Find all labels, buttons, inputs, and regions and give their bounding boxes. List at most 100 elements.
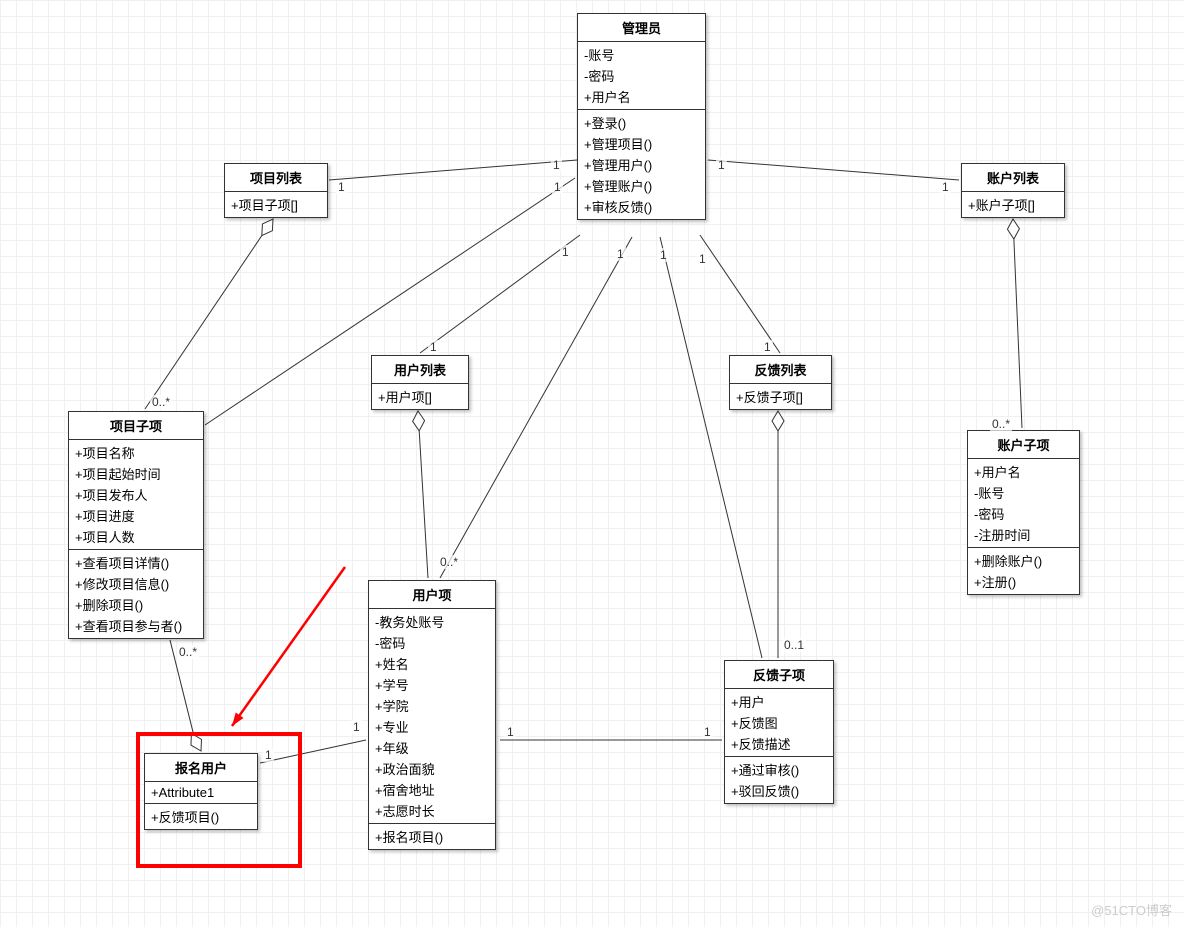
uml-attr: +反馈子项[] [736, 386, 825, 407]
uml-ops: +通过审核()+驳回反馈() [725, 757, 833, 803]
uml-op: +驳回反馈() [731, 780, 827, 801]
uml-op: +查看项目参与者() [75, 615, 197, 636]
uml-attr: +年级 [375, 737, 489, 758]
uml-ops: +报名项目() [369, 824, 495, 849]
uml-attr: -注册时间 [974, 524, 1073, 545]
uml-ops: +反馈项目() [145, 804, 257, 829]
multiplicity-label: 1 [336, 180, 347, 194]
multiplicity-label: 1 [658, 248, 669, 262]
uml-class-accountItem: 账户子项+用户名-账号-密码-注册时间+删除账户()+注册() [967, 430, 1080, 595]
uml-attr: -教务处账号 [375, 611, 489, 632]
uml-attr: +Attribute1 [151, 784, 251, 801]
uml-attr: -密码 [584, 65, 699, 86]
uml-op: +报名项目() [375, 826, 489, 847]
multiplicity-label: 0..* [438, 555, 460, 569]
uml-attr: +项目名称 [75, 442, 197, 463]
uml-class-projectItem: 项目子项+项目名称+项目起始时间+项目发布人+项目进度+项目人数+查看项目详情(… [68, 411, 204, 639]
uml-attrs: +用户名-账号-密码-注册时间 [968, 459, 1079, 548]
multiplicity-label: 1 [560, 245, 571, 259]
uml-class-title: 报名用户 [145, 754, 257, 782]
uml-op: +审核反馈() [584, 196, 699, 217]
uml-attrs: +项目名称+项目起始时间+项目发布人+项目进度+项目人数 [69, 440, 203, 550]
uml-class-admin: 管理员-账号-密码+用户名+登录()+管理项目()+管理用户()+管理账户()+… [577, 13, 706, 220]
uml-class-title: 账户子项 [968, 431, 1079, 459]
uml-class-feedbackList: 反馈列表+反馈子项[] [729, 355, 832, 410]
uml-op: +通过审核() [731, 759, 827, 780]
uml-attr: +项目发布人 [75, 484, 197, 505]
multiplicity-label: 1 [551, 158, 562, 172]
uml-attr: +用户项[] [378, 386, 462, 407]
uml-attrs: +反馈子项[] [730, 384, 831, 409]
multiplicity-label: 1 [697, 252, 708, 266]
uml-op: +管理用户() [584, 154, 699, 175]
multiplicity-label: 1 [351, 720, 362, 734]
uml-attr: +项目子项[] [231, 194, 321, 215]
uml-class-title: 用户列表 [372, 356, 468, 384]
multiplicity-label: 1 [505, 725, 516, 739]
uml-attr: +账户子项[] [968, 194, 1058, 215]
multiplicity-label: 1 [428, 340, 439, 354]
uml-attr: +用户 [731, 691, 827, 712]
uml-attr: +反馈描述 [731, 733, 827, 754]
multiplicity-label: 1 [716, 158, 727, 172]
multiplicity-label: 0..* [177, 645, 199, 659]
uml-attr: +项目起始时间 [75, 463, 197, 484]
uml-op: +管理账户() [584, 175, 699, 196]
uml-class-title: 账户列表 [962, 164, 1064, 192]
multiplicity-label: 1 [702, 725, 713, 739]
uml-class-userItem: 用户项-教务处账号-密码+姓名+学号+学院+专业+年级+政治面貌+宿舍地址+志愿… [368, 580, 496, 850]
uml-attr: -账号 [584, 44, 699, 65]
uml-class-accountList: 账户列表+账户子项[] [961, 163, 1065, 218]
uml-class-feedbackItem: 反馈子项+用户+反馈图+反馈描述+通过审核()+驳回反馈() [724, 660, 834, 804]
uml-attr: +反馈图 [731, 712, 827, 733]
uml-class-signupUser: 报名用户 +Attribute1 +反馈项目() [144, 753, 258, 830]
multiplicity-label: 1 [940, 180, 951, 194]
uml-attr: +姓名 [375, 653, 489, 674]
multiplicity-label: 1 [615, 247, 626, 261]
uml-attr: -密码 [974, 503, 1073, 524]
multiplicity-label: 1 [263, 748, 274, 762]
uml-attr: -密码 [375, 632, 489, 653]
uml-attrs: +用户+反馈图+反馈描述 [725, 689, 833, 757]
uml-op: +查看项目详情() [75, 552, 197, 573]
uml-attr: +用户名 [584, 86, 699, 107]
uml-op: +注册() [974, 571, 1073, 592]
uml-attr: +志愿时长 [375, 800, 489, 821]
uml-op: +管理项目() [584, 133, 699, 154]
multiplicity-label: 1 [762, 340, 773, 354]
uml-class-title: 项目列表 [225, 164, 327, 192]
multiplicity-label: 0..* [150, 395, 172, 409]
uml-class-userList: 用户列表+用户项[] [371, 355, 469, 410]
uml-attrs: +用户项[] [372, 384, 468, 409]
uml-class-title: 反馈子项 [725, 661, 833, 689]
uml-attr: +用户名 [974, 461, 1073, 482]
watermark: @51CTO博客 [1091, 900, 1172, 919]
uml-class-title: 管理员 [578, 14, 705, 42]
uml-attrs: +账户子项[] [962, 192, 1064, 217]
uml-attrs: +Attribute1 [145, 782, 257, 804]
uml-attr: -账号 [974, 482, 1073, 503]
uml-ops: +登录()+管理项目()+管理用户()+管理账户()+审核反馈() [578, 110, 705, 219]
uml-attrs: -账号-密码+用户名 [578, 42, 705, 110]
uml-class-title: 用户项 [369, 581, 495, 609]
uml-attr: +项目人数 [75, 526, 197, 547]
uml-op: +登录() [584, 112, 699, 133]
uml-ops: +查看项目详情()+修改项目信息()+删除项目()+查看项目参与者() [69, 550, 203, 638]
uml-attr: +专业 [375, 716, 489, 737]
uml-attr: +宿舍地址 [375, 779, 489, 800]
uml-ops: +删除账户()+注册() [968, 548, 1079, 594]
multiplicity-label: 1 [552, 180, 563, 194]
uml-attr: +项目进度 [75, 505, 197, 526]
uml-op: +修改项目信息() [75, 573, 197, 594]
uml-attr: +学院 [375, 695, 489, 716]
uml-attrs: -教务处账号-密码+姓名+学号+学院+专业+年级+政治面貌+宿舍地址+志愿时长 [369, 609, 495, 824]
multiplicity-label: 0..* [990, 417, 1012, 431]
uml-op: +反馈项目() [151, 806, 251, 827]
uml-op: +删除账户() [974, 550, 1073, 571]
uml-attr: +学号 [375, 674, 489, 695]
uml-class-title: 项目子项 [69, 412, 203, 440]
uml-attrs: +项目子项[] [225, 192, 327, 217]
uml-op: +删除项目() [75, 594, 197, 615]
uml-class-title: 反馈列表 [730, 356, 831, 384]
multiplicity-label: 0..1 [782, 638, 806, 652]
